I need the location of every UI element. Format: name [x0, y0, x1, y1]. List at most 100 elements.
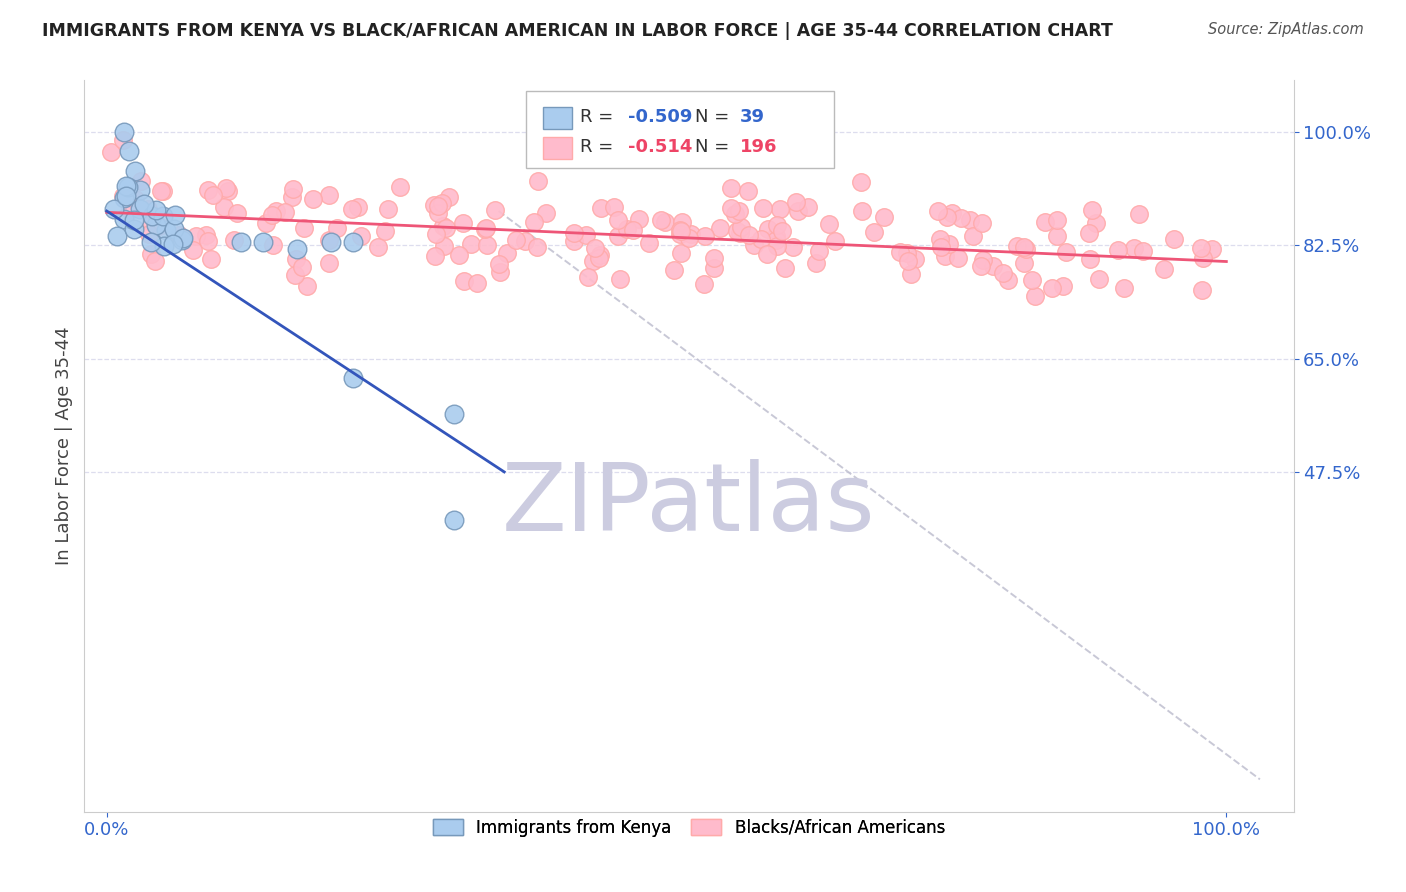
Point [959, 213, 981, 227]
Point [475, 238, 498, 252]
Point [664, 263, 686, 277]
Point [1052, 278, 1074, 293]
Point [1132, 244, 1154, 259]
Point [728, 226, 751, 240]
Point [695, 229, 717, 244]
Point [197, 234, 219, 248]
Point [318, 187, 340, 202]
Point [114, 189, 136, 203]
Point [770, 224, 793, 238]
Point [1081, 203, 1104, 218]
Point [505, 233, 527, 247]
Point [591, 202, 613, 216]
Point [1128, 207, 1150, 221]
Point [489, 265, 512, 279]
Point [165, 208, 187, 222]
Point [650, 213, 672, 227]
Point [1021, 273, 1043, 287]
Point [897, 254, 920, 268]
Point [254, 216, 277, 230]
Point [152, 209, 174, 223]
Text: R =: R = [581, 138, 619, 156]
Point [769, 202, 792, 217]
Point [172, 230, 194, 244]
Point [991, 266, 1014, 280]
Point [738, 228, 761, 243]
Point [534, 206, 557, 220]
Point [671, 214, 693, 228]
Point [562, 226, 585, 240]
Point [274, 204, 297, 219]
Point [226, 206, 249, 220]
Point [575, 227, 598, 242]
Point [562, 234, 585, 248]
Point [318, 256, 340, 270]
Point [437, 190, 460, 204]
Point [637, 235, 659, 250]
Point [453, 274, 475, 288]
Y-axis label: In Labor Force | Age 35-44: In Labor Force | Age 35-44 [55, 326, 73, 566]
Point [728, 203, 751, 218]
Point [350, 229, 373, 244]
Point [103, 202, 125, 217]
Point [609, 272, 631, 286]
Text: 196: 196 [740, 138, 778, 156]
Text: -0.509: -0.509 [628, 108, 693, 126]
Point [347, 200, 370, 214]
Point [576, 270, 599, 285]
Point [737, 184, 759, 198]
Point [427, 199, 450, 213]
Point [475, 220, 498, 235]
Point [488, 257, 510, 271]
Point [141, 209, 163, 223]
Point [423, 249, 446, 263]
Legend: Immigrants from Kenya, Blacks/African Americans: Immigrants from Kenya, Blacks/African Am… [426, 813, 952, 844]
Point [114, 179, 136, 194]
Point [1112, 281, 1135, 295]
Point [948, 251, 970, 265]
Point [773, 260, 796, 275]
Point [962, 228, 984, 243]
Point [451, 216, 474, 230]
Point [229, 235, 252, 249]
Point [589, 248, 612, 262]
Point [785, 195, 807, 210]
Point [152, 184, 174, 198]
Point [693, 277, 716, 291]
Point [484, 202, 506, 217]
FancyBboxPatch shape [543, 136, 572, 159]
Point [427, 206, 450, 220]
Point [1046, 212, 1069, 227]
Point [950, 211, 973, 226]
Point [295, 279, 318, 293]
Point [654, 215, 676, 229]
Point [124, 164, 146, 178]
Point [163, 222, 186, 236]
Point [143, 253, 166, 268]
Point [588, 251, 610, 265]
Point [678, 231, 700, 245]
Point [342, 235, 364, 249]
Point [671, 224, 693, 238]
Point [669, 227, 692, 242]
Point [1005, 238, 1028, 252]
Point [607, 213, 630, 227]
Point [730, 220, 752, 235]
Point [141, 246, 163, 260]
Point [1033, 215, 1056, 229]
Point [443, 513, 465, 527]
Point [150, 184, 173, 198]
Point [669, 223, 692, 237]
Point [1123, 241, 1146, 255]
Point [583, 242, 606, 256]
Point [616, 222, 638, 236]
Point [513, 235, 536, 249]
Point [929, 240, 952, 254]
Point [301, 192, 323, 206]
Point [972, 252, 994, 267]
Point [112, 133, 135, 147]
Point [148, 219, 170, 233]
Point [851, 204, 873, 219]
Point [224, 233, 246, 247]
Point [474, 221, 496, 235]
